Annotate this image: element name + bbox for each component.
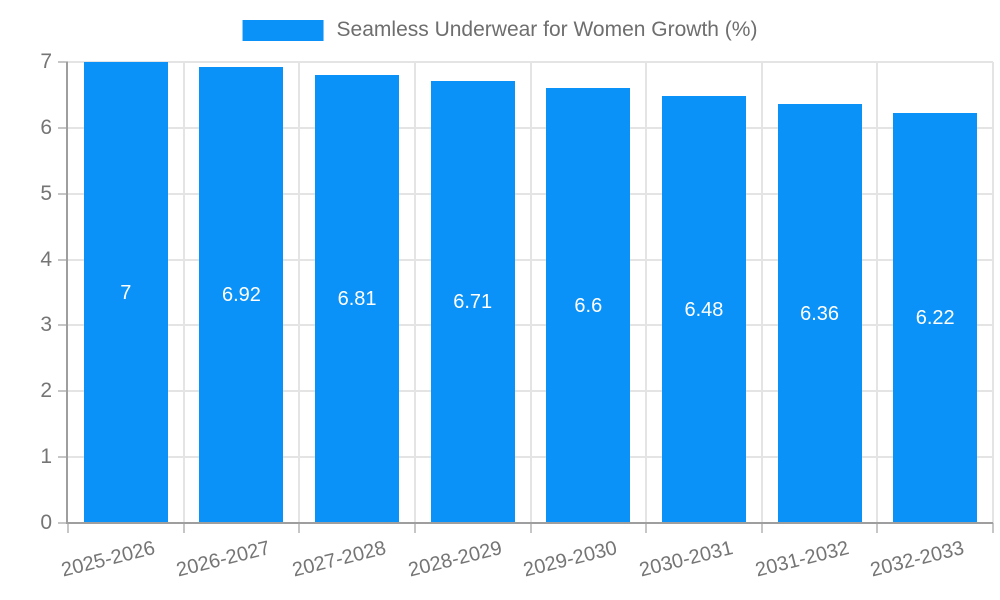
bar-2029-2030	[546, 88, 631, 523]
y-axis-tick-label: 6	[40, 115, 52, 139]
bar-2027-2028	[315, 74, 400, 523]
bar-value-label: 6.81	[337, 287, 377, 310]
x-axis-tick	[645, 523, 648, 533]
legend-label: Seamless Underwear for Women Growth (%)	[336, 18, 758, 41]
bar-2025-2026	[83, 62, 168, 523]
y-axis-tick-label: 3	[40, 313, 52, 337]
x-gridline	[760, 62, 763, 523]
y-axis-tick	[58, 258, 68, 261]
y-axis-tick	[58, 192, 68, 195]
y-axis-tick-label: 7	[40, 50, 52, 73]
y-axis-tick	[58, 324, 68, 327]
bar-value-label: 6.22	[915, 307, 955, 330]
bar-value-label: 6.36	[800, 302, 840, 325]
y-axis-tick	[58, 522, 68, 524]
x-axis-tick	[760, 523, 763, 533]
x-axis-tick	[298, 523, 301, 533]
y-axis-tick	[58, 456, 68, 459]
x-gridline	[992, 62, 994, 523]
x-axis-tick	[182, 523, 185, 533]
y-axis-tick	[58, 61, 68, 63]
legend[interactable]: Seamless Underwear for Women Growth (%)	[242, 18, 758, 42]
x-axis-tick	[413, 523, 416, 533]
bar-2030-2031	[661, 96, 746, 523]
y-axis-tick-label: 2	[40, 379, 52, 403]
y-axis-tick-label: 1	[40, 445, 52, 469]
y-axis-tick-label: 5	[40, 181, 52, 205]
x-axis-line	[66, 522, 993, 524]
bar-value-label: 6.6	[574, 294, 603, 317]
x-gridline	[298, 62, 301, 523]
x-axis-tick	[992, 523, 994, 533]
bar-2032-2033	[893, 113, 978, 523]
x-gridline	[876, 62, 879, 523]
bar-value-label: 6.48	[684, 298, 724, 321]
x-axis-tick	[529, 523, 532, 533]
bar-value-label: 7	[120, 281, 132, 304]
bar-2026-2027	[199, 67, 284, 523]
y-axis-tick	[58, 126, 68, 129]
x-axis-tick	[876, 523, 879, 533]
bar-value-label: 6.71	[453, 291, 493, 314]
bar-2028-2029	[430, 81, 515, 523]
y-axis-tick-label: 0	[40, 511, 52, 534]
x-gridline	[645, 62, 648, 523]
y-axis-line	[66, 62, 68, 523]
bar-value-label: 6.92	[221, 284, 261, 307]
x-gridline	[182, 62, 185, 523]
x-gridline	[413, 62, 416, 523]
legend-swatch	[242, 19, 324, 41]
x-gridline	[529, 62, 532, 523]
y-axis-tick-label: 4	[40, 247, 52, 271]
y-axis-tick	[58, 390, 68, 393]
bar-2031-2032	[777, 104, 862, 523]
x-axis-tick	[67, 523, 69, 533]
